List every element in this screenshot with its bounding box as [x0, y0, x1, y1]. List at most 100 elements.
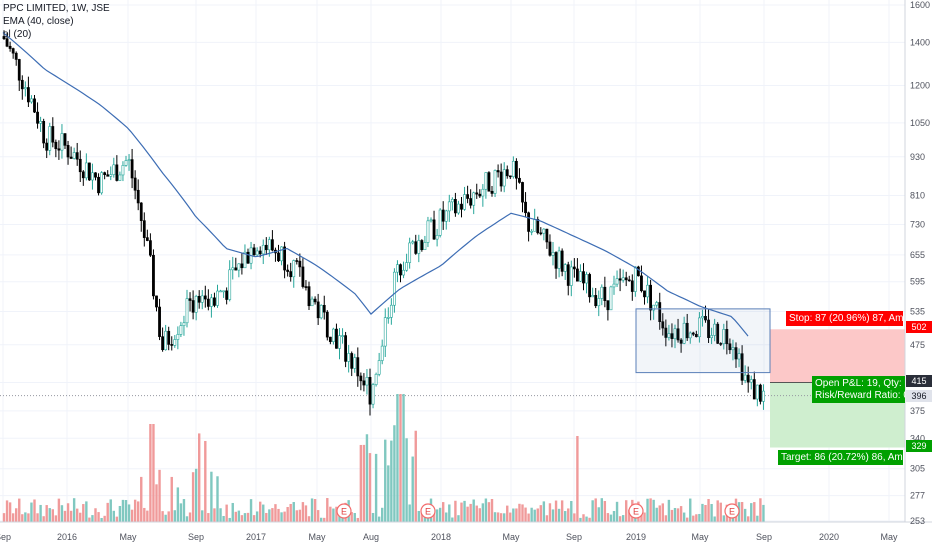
volume-bar	[33, 499, 36, 522]
candle-body	[463, 194, 466, 210]
pnl-label[interactable]: Open P&L: 19, Qty:	[812, 376, 905, 391]
candle-body	[707, 319, 710, 339]
candle-body	[441, 209, 445, 222]
candle-body	[762, 390, 765, 402]
candle-body	[740, 353, 744, 381]
rr-label[interactable]: Risk/Reward Ratio: 0.	[812, 388, 905, 403]
candle-body	[127, 159, 131, 161]
volume-bar	[740, 502, 744, 522]
volume-bar	[466, 506, 469, 522]
candle-body	[57, 148, 61, 151]
volume-bar	[332, 508, 335, 522]
volume-bar	[557, 508, 561, 522]
candle-body	[338, 335, 341, 349]
symbol-title[interactable]: PPC LIMITED, 1W, JSE	[3, 3, 110, 14]
candle-body	[60, 133, 64, 151]
volume-bar	[185, 516, 189, 522]
price-tick-label: 375	[910, 406, 925, 416]
volume-bar	[100, 517, 103, 522]
volume-bar	[112, 510, 115, 522]
candle-body	[130, 159, 134, 179]
candle-body	[432, 219, 436, 240]
candle-body	[252, 247, 256, 256]
candle-body	[255, 250, 259, 256]
candle-body	[429, 219, 433, 222]
time-tick-label: 2017	[246, 532, 266, 542]
candle-body	[670, 333, 674, 339]
candle-body	[188, 298, 192, 301]
price-tick-label: 655	[910, 250, 925, 260]
volume-bar	[551, 509, 555, 522]
volume-bar	[359, 444, 363, 522]
candle-body	[45, 142, 49, 151]
candle-body	[731, 347, 735, 351]
candle-body	[301, 266, 305, 287]
volume-bar	[198, 433, 201, 522]
volume-bar	[399, 394, 402, 522]
price-tick-label: 1200	[910, 80, 930, 90]
volume-bar	[442, 502, 445, 522]
candle-body	[20, 79, 24, 90]
candle-body	[755, 384, 759, 400]
candle-body	[408, 242, 412, 263]
candle-body	[341, 335, 344, 337]
volume-bar	[207, 513, 210, 522]
volume-legend[interactable]: ol (20)	[3, 29, 32, 40]
earnings-marker[interactable]	[420, 503, 436, 519]
volume-bar	[271, 508, 274, 522]
volume-bar	[72, 498, 76, 522]
volume-bar	[45, 505, 48, 522]
volume-bar	[414, 430, 417, 522]
volume-bar	[365, 434, 369, 522]
volume-bar	[710, 504, 713, 522]
volume-bar	[298, 509, 302, 522]
candle-body	[109, 174, 113, 177]
volume-bar	[756, 515, 759, 522]
volume-bar	[567, 508, 570, 522]
candle-body	[530, 230, 534, 233]
volume-bar	[384, 439, 387, 522]
volume-bar	[350, 512, 353, 522]
volume-bar	[76, 508, 79, 522]
candle-body	[478, 193, 482, 197]
volume-bar	[719, 502, 722, 522]
volume-bar	[484, 498, 488, 522]
stop-loss-zone[interactable]	[770, 329, 905, 383]
volume-bar	[472, 499, 475, 522]
volume-bar	[167, 511, 170, 522]
volume-bar	[503, 513, 506, 522]
candle-body	[621, 277, 625, 281]
candle-body	[417, 240, 421, 254]
candle-body	[469, 198, 473, 206]
candle-body	[33, 98, 36, 113]
candle-body	[350, 353, 354, 369]
candle-body	[691, 332, 695, 335]
volume-bar	[679, 506, 683, 522]
candle-body	[81, 171, 85, 179]
volume-bar	[353, 513, 356, 522]
volume-bar	[606, 513, 610, 522]
volume-bar	[704, 505, 707, 522]
volume-bar	[588, 517, 591, 522]
stop-label[interactable]: Stop: 87 (20.96%) 87, Amo	[786, 311, 903, 326]
candle-body	[313, 298, 317, 303]
earnings-marker[interactable]	[724, 503, 740, 519]
candle-body	[277, 252, 280, 262]
candle-body	[225, 290, 229, 300]
candle-body	[167, 330, 171, 345]
volume-bar	[115, 516, 119, 522]
price-tick-label: 930	[910, 152, 925, 162]
candle-body	[380, 345, 384, 361]
candle-body	[694, 333, 698, 338]
volume-bar	[24, 512, 27, 522]
earnings-marker[interactable]	[628, 503, 644, 519]
volume-bar	[762, 504, 765, 522]
earnings-marker[interactable]	[336, 503, 352, 519]
target-label[interactable]: Target: 86 (20.72%) 86, Amo	[778, 450, 903, 465]
candle-body	[231, 267, 235, 271]
time-axis[interactable]: Sep 2016 May Sep 2017 May Aug 2018 May Sep 2019 May…	[0, 532, 898, 542]
ema-legend[interactable]: EMA (40, close)	[3, 16, 74, 27]
consolidation-box[interactable]	[635, 308, 771, 374]
